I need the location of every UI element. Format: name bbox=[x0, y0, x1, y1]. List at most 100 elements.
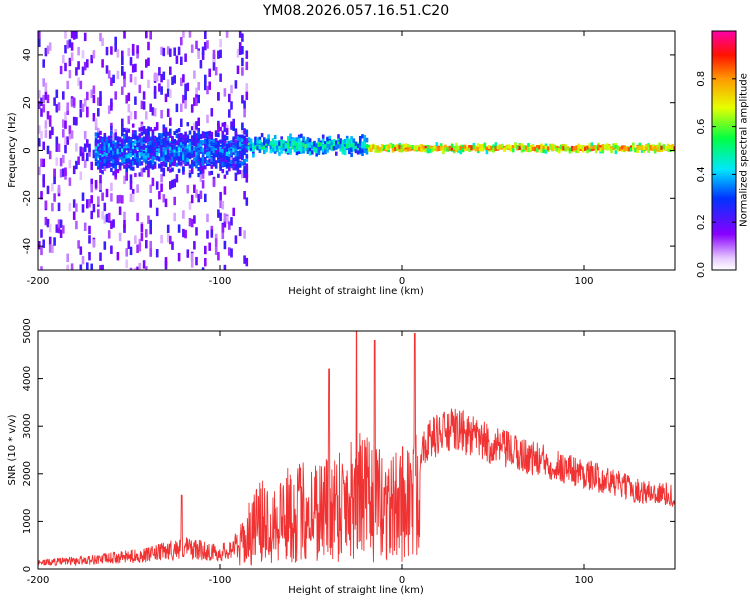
spectrogram-cell bbox=[116, 157, 120, 162]
spectrogram-cell bbox=[673, 146, 675, 151]
spectrogram-cell bbox=[81, 50, 85, 59]
spectrogram-cell bbox=[177, 140, 181, 145]
spectrogram-cell bbox=[636, 148, 639, 153]
spectrogram-cell bbox=[245, 157, 249, 162]
spectrogram-cell bbox=[263, 149, 266, 155]
spectrogram-cell bbox=[468, 147, 471, 152]
spectrogram-cell bbox=[112, 159, 115, 164]
spectrogram-cell bbox=[129, 181, 133, 190]
spectrogram-cell bbox=[238, 145, 242, 150]
spectrogram-cell bbox=[348, 143, 351, 148]
spectrogram-cell bbox=[221, 157, 225, 162]
spectrogram-cell bbox=[376, 145, 380, 150]
spectrogram-cell bbox=[110, 153, 113, 158]
spectrogram-cell bbox=[99, 174, 102, 184]
spectrogram-cell bbox=[160, 138, 163, 143]
spectrogram-cell bbox=[542, 148, 546, 154]
spectrogram-cell bbox=[92, 113, 96, 122]
spectrogram-cell bbox=[77, 77, 80, 86]
spectrogram-cell bbox=[643, 145, 646, 150]
spectrogram-cell bbox=[171, 167, 174, 172]
spectrogram-cell bbox=[114, 136, 117, 141]
spectrogram-cell bbox=[62, 168, 65, 177]
spectrogram-cell bbox=[57, 143, 61, 152]
spectrogram-cell bbox=[193, 70, 196, 79]
spectrogram-cell bbox=[173, 178, 176, 188]
spectrogram-cell bbox=[304, 144, 307, 149]
spectrogram-cell bbox=[149, 160, 152, 165]
spectrogram-cell bbox=[173, 212, 176, 222]
spectrogram-cell bbox=[123, 220, 126, 229]
spectrogram-cell bbox=[171, 161, 174, 166]
spectrogram-cell bbox=[153, 161, 157, 166]
spectrogram-cell bbox=[180, 145, 183, 150]
spectrogram-cell bbox=[433, 144, 436, 150]
spectrogram-cell bbox=[62, 154, 65, 164]
spectrogram-cell bbox=[116, 153, 120, 158]
spectrogram-cell bbox=[145, 229, 148, 238]
spectrogram-cell bbox=[40, 97, 43, 106]
spectrogram-cell bbox=[177, 134, 181, 139]
spectrogram-cell bbox=[289, 148, 292, 153]
spectrogram-cell bbox=[129, 152, 133, 158]
spectrogram-cell bbox=[223, 154, 227, 160]
spectrogram-cell bbox=[162, 194, 166, 203]
spectrogram-cell bbox=[160, 145, 163, 150]
spectrogram-cell bbox=[424, 148, 428, 153]
spectrogram-cell bbox=[444, 147, 447, 152]
spectrogram-cell bbox=[332, 146, 336, 151]
spectrogram-cell bbox=[75, 143, 78, 152]
spectrogram-cell bbox=[114, 145, 117, 150]
spectrogram-cell bbox=[162, 132, 166, 137]
spectrogram-cell bbox=[241, 169, 244, 179]
spectrogram-cell bbox=[365, 150, 369, 155]
spectrogram-cell bbox=[147, 168, 150, 178]
spectrogram-cell bbox=[592, 145, 596, 150]
spectrogram-cell bbox=[118, 232, 122, 242]
spectrogram-cell bbox=[254, 141, 257, 146]
spectrogram-cell bbox=[280, 136, 283, 141]
spectrogram-cell bbox=[206, 114, 209, 124]
spectrogram-cell bbox=[59, 157, 63, 167]
spectrogram-cell bbox=[206, 213, 209, 223]
spectrogram-cell bbox=[147, 160, 150, 165]
spectrogram-cell bbox=[155, 137, 159, 142]
spectrogram-cell bbox=[225, 31, 229, 38]
spectrogram-cell bbox=[276, 141, 279, 147]
spectrogram-cell bbox=[306, 146, 310, 151]
spectrogram-cell bbox=[188, 141, 192, 146]
spectrogram-cell bbox=[206, 230, 209, 239]
spectrogram-cell bbox=[206, 40, 209, 49]
spectrogram-cell bbox=[236, 65, 240, 74]
spectrogram-cell bbox=[116, 148, 120, 153]
spectrogram-cell bbox=[197, 161, 200, 166]
figure-title: YM08.2026.057.16.51.C20 bbox=[262, 3, 449, 19]
spectrogram-cell bbox=[184, 152, 187, 157]
spectrogram-cell bbox=[169, 117, 172, 126]
spectrogram-cell bbox=[319, 142, 323, 147]
spectrogram-cell bbox=[177, 252, 181, 262]
spectrogram-cell bbox=[217, 132, 220, 138]
spectrogram-cell bbox=[64, 144, 67, 154]
spectrogram-cell bbox=[180, 133, 183, 138]
spectrogram-cell bbox=[136, 145, 139, 150]
spectrogram-cell bbox=[125, 154, 128, 159]
spectrogram-cell bbox=[350, 148, 353, 153]
snr-x-label: Height of straight line (km) bbox=[288, 585, 424, 596]
spectrogram-cell bbox=[208, 158, 211, 163]
spectrogram-cell bbox=[125, 138, 128, 143]
spectrogram-cell bbox=[217, 209, 220, 218]
spectrogram-cell bbox=[300, 140, 303, 145]
spectrogram-cell bbox=[341, 139, 345, 144]
colorbar-tick-label: 0.4 bbox=[696, 166, 707, 182]
spectrogram-cell bbox=[328, 144, 332, 149]
spectrogram-cell bbox=[201, 140, 205, 145]
spectrogram-cell bbox=[38, 90, 41, 99]
spectrogram-cell bbox=[195, 97, 198, 106]
spectrogram-cell bbox=[136, 184, 139, 193]
spectrogram-cell bbox=[186, 185, 190, 194]
spectrogram-cell bbox=[402, 147, 406, 152]
spectrogram-cell bbox=[269, 145, 273, 150]
spectrogram-cell bbox=[455, 142, 458, 147]
spectrogram-cell bbox=[273, 135, 277, 140]
